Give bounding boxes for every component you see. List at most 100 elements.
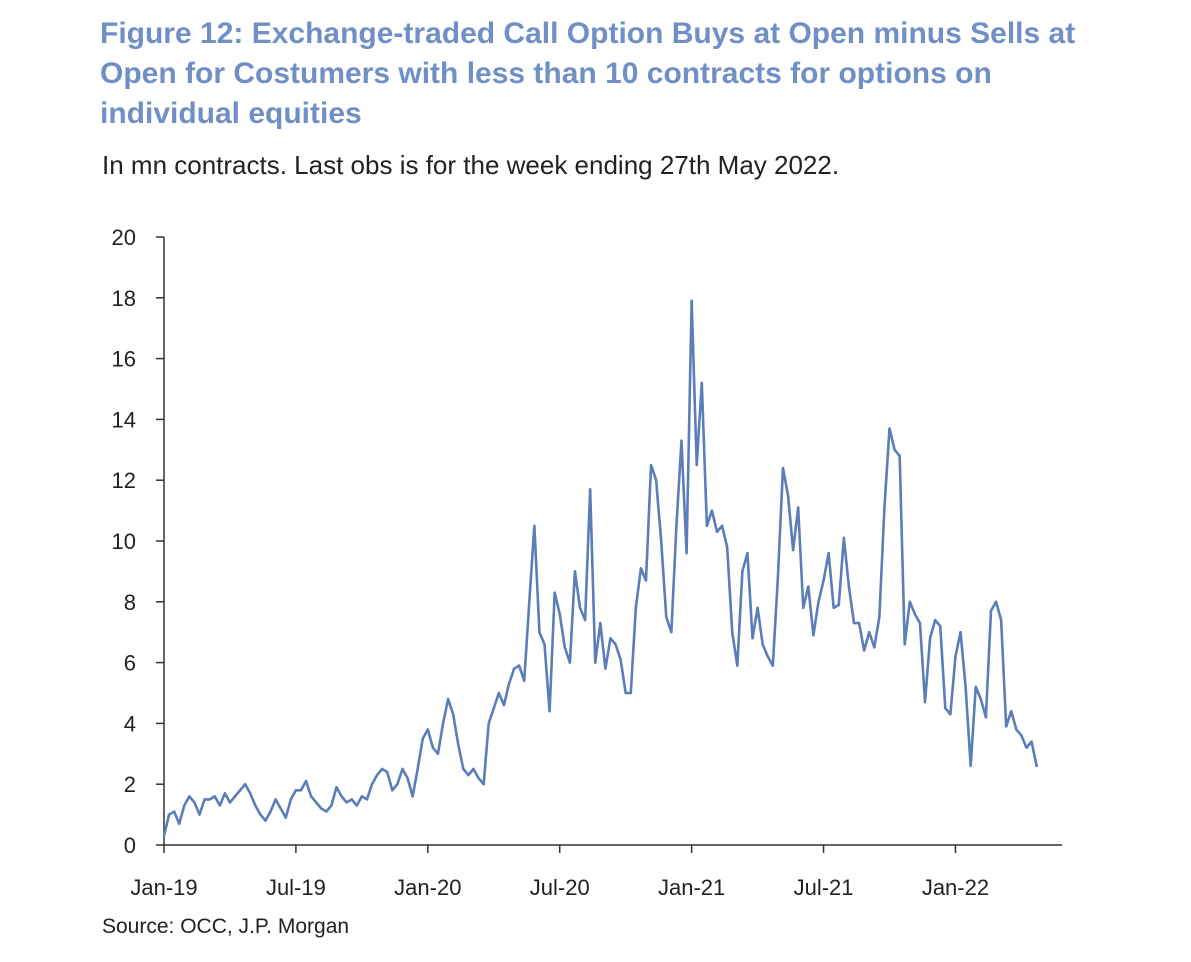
- data-point: [548, 710, 551, 713]
- data-point: [482, 783, 485, 786]
- data-point: [538, 631, 541, 634]
- x-tick-label: Jan-20: [394, 875, 461, 900]
- data-point: [1015, 728, 1018, 731]
- x-tick-label: Jul-20: [530, 875, 590, 900]
- data-point: [852, 621, 856, 625]
- data-point: [746, 551, 749, 555]
- data-point: [375, 773, 379, 777]
- data-point: [198, 813, 201, 816]
- x-tick-label: Jul-19: [266, 875, 326, 900]
- data-point: [700, 381, 703, 385]
- data-point: [619, 658, 622, 661]
- data-point: [873, 646, 876, 649]
- data-point: [208, 798, 211, 801]
- data-point: [908, 600, 911, 603]
- data-point: [862, 649, 866, 652]
- data-point: [386, 770, 389, 774]
- data-point: [949, 713, 952, 716]
- data-point: [183, 804, 186, 807]
- y-tick-label: 20: [112, 225, 136, 250]
- data-point: [391, 789, 394, 792]
- data-point: [802, 606, 805, 610]
- data-point: [517, 664, 521, 667]
- data-point: [1035, 764, 1038, 768]
- data-point: [868, 631, 871, 634]
- data-point: [467, 773, 470, 777]
- data-point: [446, 697, 450, 701]
- data-point: [472, 767, 475, 771]
- data-point: [167, 813, 171, 816]
- data-point: [964, 685, 967, 689]
- data-point: [406, 776, 409, 780]
- data-point: [421, 737, 424, 740]
- data-point: [335, 786, 338, 789]
- data-point: [487, 722, 490, 725]
- data-point: [213, 795, 216, 798]
- data-point: [340, 795, 343, 798]
- data-point: [939, 624, 942, 628]
- data-point: [933, 618, 937, 622]
- data-point: [553, 591, 556, 594]
- data-point: [315, 801, 318, 804]
- data-point: [969, 764, 972, 768]
- data-point: [396, 783, 399, 786]
- data-point: [994, 600, 998, 603]
- data-point: [228, 801, 232, 804]
- data-point: [883, 506, 886, 509]
- data-point: [675, 524, 678, 527]
- data-point: [670, 631, 673, 634]
- y-tick-label: 16: [112, 347, 136, 372]
- data-point: [807, 585, 810, 588]
- data-point: [827, 551, 830, 555]
- data-point: [796, 506, 800, 509]
- data-point: [660, 539, 663, 543]
- data-point: [609, 637, 612, 640]
- data-point: [401, 767, 404, 771]
- data-point: [497, 691, 501, 695]
- data-point: [649, 463, 653, 467]
- data-point: [776, 576, 780, 579]
- data-point: [923, 700, 927, 704]
- data-point: [959, 631, 962, 634]
- data-point: [842, 536, 846, 540]
- data-point: [299, 789, 303, 792]
- y-tick-label: 18: [112, 286, 136, 311]
- data-point: [761, 643, 764, 646]
- data-point: [380, 767, 384, 771]
- data-point: [974, 685, 977, 689]
- data-point: [578, 606, 582, 610]
- data-point: [523, 679, 526, 683]
- data-point: [294, 789, 298, 792]
- data-point: [309, 795, 313, 798]
- data-point: [741, 570, 744, 573]
- data-point: [690, 299, 693, 303]
- data-point: [954, 655, 957, 658]
- data-point: [1020, 734, 1023, 737]
- data-point: [350, 798, 353, 801]
- data-point: [462, 767, 465, 771]
- data-point: [243, 783, 247, 786]
- data-point: [888, 427, 891, 430]
- data-point: [178, 822, 181, 825]
- data-point: [634, 606, 638, 610]
- data-point: [304, 779, 308, 783]
- data-point: [249, 792, 252, 795]
- data-point: [599, 621, 602, 625]
- data-point: [533, 524, 536, 527]
- data-point: [583, 618, 587, 622]
- data-point: [274, 798, 277, 801]
- chart-title: Figure 12: Exchange-traded Call Option B…: [100, 17, 1076, 130]
- y-tick-label: 14: [112, 407, 136, 432]
- data-point: [878, 615, 881, 619]
- series-points: [162, 299, 1038, 838]
- data-point: [264, 819, 267, 822]
- data-point: [543, 643, 546, 646]
- data-point: [1025, 746, 1028, 749]
- data-point: [705, 524, 709, 527]
- data-point: [604, 667, 607, 670]
- data-point: [786, 494, 790, 497]
- data-point: [172, 810, 176, 813]
- data-point: [411, 795, 414, 798]
- data-point: [360, 795, 364, 798]
